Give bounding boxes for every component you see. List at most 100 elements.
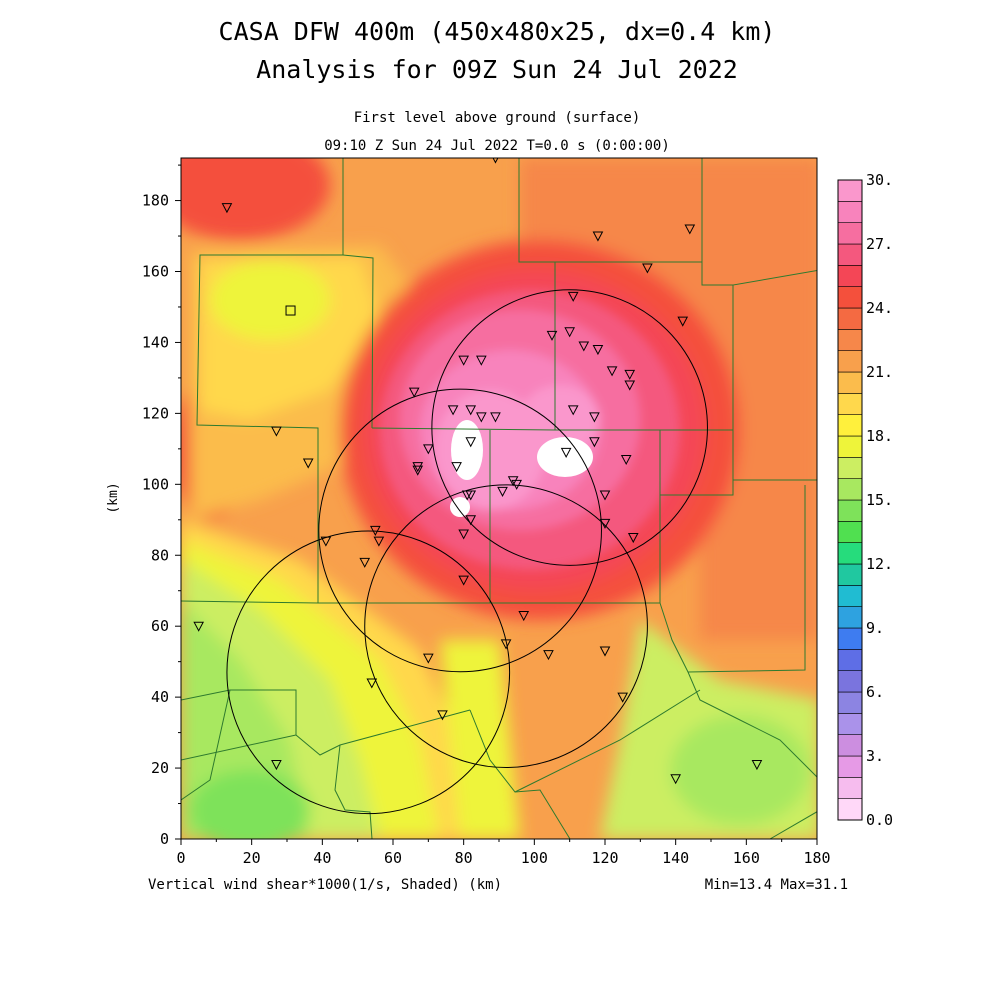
station-marker (497, 486, 508, 497)
colorbar-swatch (837, 585, 863, 607)
station-marker (465, 437, 477, 448)
station-marker (624, 380, 636, 391)
colorbar-swatch (837, 777, 863, 799)
title-line-1: CASA DFW 400m (450x480x25, dx=0.4 km) (219, 17, 776, 46)
station-marker (567, 405, 579, 416)
colorbar-swatch (837, 478, 863, 501)
colorbar-frame (837, 179, 863, 821)
y-tick-label: 40 (151, 688, 169, 706)
radar-coverage-circles (226, 289, 708, 815)
station-marker (423, 653, 434, 664)
shear-field (181, 158, 817, 839)
colorbar-swatch (837, 286, 863, 309)
station-marker (560, 447, 572, 458)
station-marker (546, 330, 558, 341)
colorbar-swatch (837, 307, 863, 330)
colorbar-swatch (837, 265, 863, 287)
station-marker (412, 462, 424, 473)
x-tick-label: 140 (662, 849, 689, 867)
station-marker (589, 437, 600, 448)
station-marker (221, 203, 233, 214)
colorbar-swatch (837, 713, 863, 735)
colorbar-swatch (837, 435, 863, 458)
colorbar-swatch (837, 542, 863, 565)
station-marker (617, 692, 628, 703)
station-marker (511, 479, 522, 490)
y-tick-label: 60 (151, 617, 169, 635)
station-marker (271, 760, 282, 771)
y-tick-label: 100 (142, 475, 169, 493)
station-marker (437, 710, 448, 721)
station-marker (578, 341, 590, 352)
colorbar-swatch (837, 755, 863, 778)
station-marker (620, 454, 632, 466)
station-marker (458, 575, 469, 586)
colorbar-label: 6. (866, 683, 884, 701)
y-tick-label: 20 (151, 759, 169, 777)
colorbar-label: 15. (866, 491, 893, 509)
station-marker (670, 774, 681, 785)
station-marker (302, 458, 314, 469)
x-tick-label: 20 (243, 849, 261, 867)
station-marker (684, 224, 696, 235)
station-marker (359, 557, 371, 568)
x-tick-label: 120 (591, 849, 618, 867)
colorbar-label: 21. (866, 363, 893, 381)
y-tick-label: 80 (151, 546, 169, 564)
colorbar-swatch (837, 798, 863, 821)
county-boundaries (181, 158, 817, 839)
station-marker (751, 760, 763, 771)
x-axis: 0 20 40 60 80 100 120 140 160 180 (176, 839, 831, 867)
radar-circle (226, 530, 511, 815)
colorbar-swatch (837, 393, 863, 415)
subtitle-time: 09:10 Z Sun 24 Jul 2022 T=0.0 s (0:00:00… (324, 138, 670, 154)
min-max-label: Min=13.4 Max=31.1 (705, 877, 848, 893)
station-marker (599, 646, 611, 657)
station-marker (370, 525, 381, 536)
station-marker (592, 231, 604, 242)
x-tick-label: 80 (455, 849, 473, 867)
station-marker (567, 291, 579, 302)
colorbar-swatch (837, 243, 863, 266)
station-marker (465, 515, 477, 526)
x-tick-label: 0 (176, 849, 185, 867)
y-tick-label: 140 (142, 333, 169, 351)
colorbar-swatch (837, 371, 863, 394)
y-axis: 0 20 40 60 80 100 120 140 160 180 (142, 164, 181, 848)
station-marker (423, 444, 434, 455)
station-marker (412, 465, 424, 476)
station-marker (543, 650, 554, 661)
station-marker (599, 518, 611, 529)
colorbar-swatch (837, 329, 863, 351)
colorbar-swatch (837, 222, 863, 245)
subtitle-level: First level above ground (surface) (354, 110, 641, 126)
station-marker (447, 405, 459, 416)
colorbar-swatch (837, 734, 863, 757)
colorbar-label: 0.0 (866, 811, 893, 829)
x-tick-label: 160 (733, 849, 760, 867)
field-description: Vertical wind shear*1000(1/s, Shaded) (k… (148, 877, 502, 893)
title-line-2: Analysis for 09Z Sun 24 Jul 2022 (256, 55, 738, 84)
colorbar-swatch (837, 670, 863, 693)
colorbar-swatch (837, 563, 863, 586)
colorbar-swatch (837, 179, 863, 202)
colorbar: 0.0 3. 6. 9. 12. 15. 18. 21. 24. 27. 30. (837, 171, 893, 829)
station-marker (518, 611, 530, 622)
station-marker (476, 355, 487, 366)
colorbar-label: 27. (866, 235, 893, 253)
station-marker (500, 639, 512, 650)
y-tick-label: 180 (142, 192, 169, 210)
radar-circle (318, 388, 602, 673)
colorbar-swatch (837, 691, 863, 714)
x-tick-label: 60 (384, 849, 402, 867)
colorbar-swatch (837, 499, 863, 522)
colorbar-label: 24. (866, 299, 893, 317)
colorbar-swatch (837, 201, 863, 223)
y-axis-label: (km) (106, 482, 121, 513)
station-marker (458, 355, 469, 366)
radar-circle (364, 484, 648, 769)
station-marker (465, 490, 477, 501)
colorbar-swatch (837, 649, 863, 671)
station-marker (373, 536, 385, 547)
